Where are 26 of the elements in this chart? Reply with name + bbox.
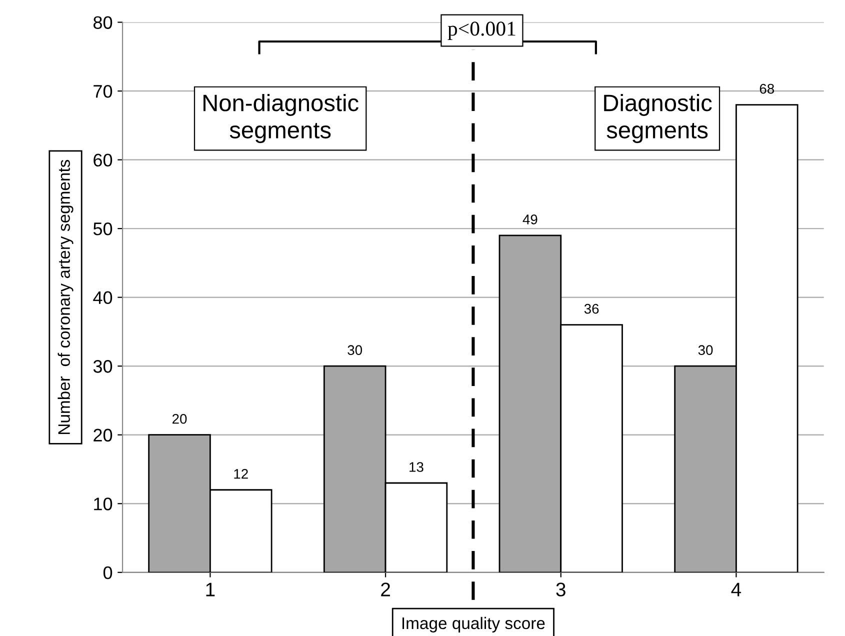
annotation: Diagnostic segments (604, 94, 712, 144)
x-tick-label: 4 (731, 582, 742, 596)
y-tick-label: 10 (94, 498, 112, 510)
data-label: 49 (522, 214, 538, 224)
y-tick-label: 20 (94, 428, 112, 442)
y-tick-label: 40 (93, 291, 112, 304)
data-label: 68 (760, 84, 774, 94)
annotation: Non-diagnostic segments (204, 94, 358, 144)
x-tick-label: 2 (381, 582, 390, 596)
data-label: 12 (234, 468, 248, 479)
data-label: 30 (348, 345, 362, 356)
y-axis-title: Number of coronary artery segments (58, 160, 74, 434)
data-label: 13 (410, 462, 424, 472)
x-tick-label: 1 (206, 582, 215, 596)
y-tick-label: 0 (103, 566, 112, 580)
x-axis-title: Image quality score (402, 616, 545, 632)
x-tick-label: 3 (556, 582, 566, 596)
y-tick-label: 60 (94, 154, 112, 167)
annotation: p<0.001 (448, 22, 516, 40)
data-label: 36 (584, 304, 599, 314)
data-label: 30 (698, 345, 713, 356)
y-tick-label: 30 (93, 360, 112, 373)
y-tick-label: 50 (93, 222, 112, 236)
y-tick-label: 70 (94, 84, 112, 98)
data-label: 20 (172, 414, 187, 424)
y-tick-label: 80 (94, 16, 112, 29)
